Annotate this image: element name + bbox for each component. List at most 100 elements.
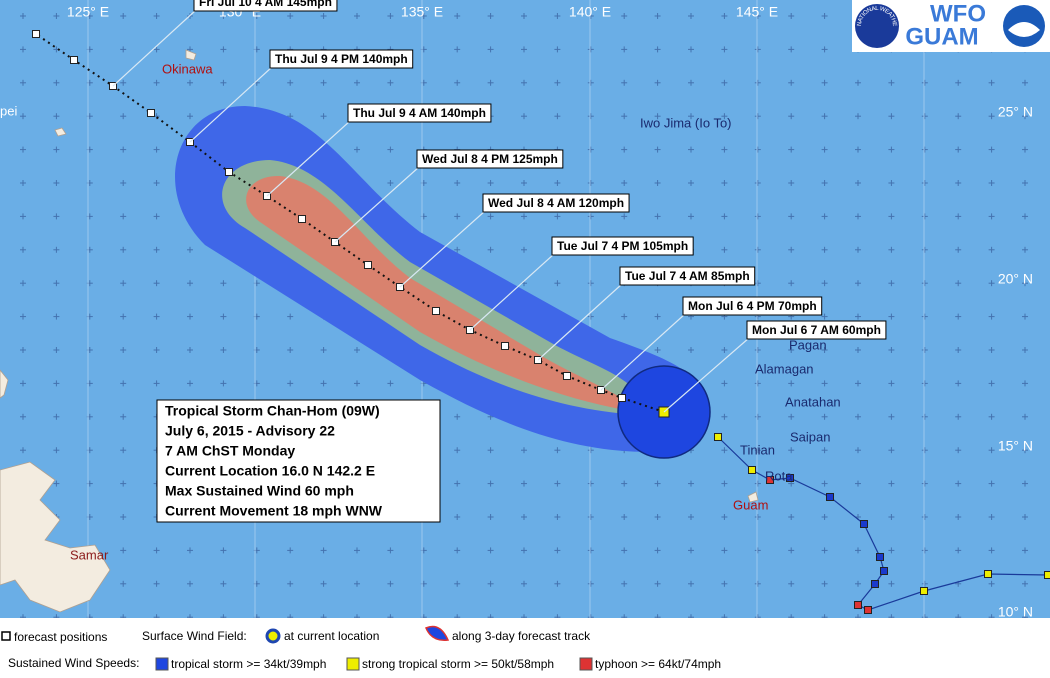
forecast-position [364,261,372,269]
legend-text: strong tropical storm >= 50kt/58mph [362,657,554,671]
past-position [876,553,884,561]
forecast-label: Tue Jul 7 4 AM 85mph [625,269,750,283]
leader-line [334,166,420,243]
legend-icon [425,625,450,641]
place-label: Okinawa [162,61,213,76]
past-position [880,567,888,575]
leader-line [399,210,486,288]
forecast-label-box [682,296,823,316]
forecast-position [32,30,40,38]
place-label: pei [0,103,17,118]
legend-icon [265,628,281,644]
legend-swatch [155,657,169,671]
forecast-label: Mon Jul 6 4 PM 70mph [688,299,817,313]
latitude-label: 10° N [998,604,1033,620]
leader-line [469,253,555,331]
logo-station: GUAM [905,23,978,50]
info-line: Current Location 16.0 N 142.2 E [165,463,375,479]
longitude-label: 150° E [903,4,945,20]
latitude-label: 25° N [998,104,1033,120]
past-position [826,493,834,501]
leader-line [189,66,273,143]
info-line: Tropical Storm Chan-Hom (09W) [165,403,380,419]
longitude-label: 140° E [569,4,611,20]
legend-text: at current location [284,629,379,643]
info-line: Max Sustained Wind 60 mph [165,483,354,499]
forecast-label-box [269,49,414,69]
land [0,49,759,613]
latitude-label: 15° N [998,438,1033,454]
legend-text: along 3-day forecast track [452,629,591,643]
past-position [984,570,992,578]
place-label: Tinian [740,442,775,457]
legend-swatch [579,657,593,671]
legend-swatch [346,657,360,671]
legend-text: Surface Wind Field: [142,629,247,643]
forecast-position [70,56,78,64]
forecast-label: Wed Jul 8 4 AM 120mph [488,196,624,210]
typhoon-wind-field [246,175,625,410]
forecast-label-box [746,320,887,340]
forecast-label: Tue Jul 7 4 PM 105mph [557,239,688,253]
forecast-label: Wed Jul 8 4 PM 125mph [422,152,558,166]
forecast-position [225,168,233,176]
forecast-label: Thu Jul 9 4 PM 140mph [275,52,408,66]
past-position [854,601,862,609]
place-label: Samar [70,547,109,562]
leader-line [663,337,750,413]
forecast-position [563,372,571,380]
leader-line [537,283,623,361]
info-line: Current Movement 18 mph WNW [165,503,383,519]
forecast-position [147,109,155,117]
place-label: Saipan [790,429,830,444]
past-position [920,587,928,595]
forecast-label-box [347,103,492,123]
past-position [748,466,756,474]
legend-text: tropical storm >= 34kt/39mph [171,657,326,671]
place-label: Guam [733,497,768,512]
past-position [860,520,868,528]
past-position [786,474,794,482]
info-line: July 6, 2015 - Advisory 22 [165,423,335,439]
forecast-position [298,215,306,223]
place-label: Anatahan [785,394,841,409]
forecast-label: Thu Jul 9 4 AM 140mph [353,106,486,120]
forecast-position [432,307,440,315]
forecast-label: Fri Jul 10 4 AM 145mph [199,0,332,9]
longitude-label: 125° E [67,4,109,20]
forecast-label-box [416,149,564,169]
noaa-gull [1008,22,1040,37]
place-label: Rota [765,468,793,483]
place-label: Iwo Jima (Io To) [640,115,732,130]
legend-text: typhoon >= 64kt/74mph [595,657,721,671]
leader-line [600,313,686,391]
legend [0,618,1050,678]
legend-text: forecast positions [14,630,107,644]
forecast-position [618,394,626,402]
legend-text: Sustained Wind Speeds: [8,656,139,670]
longitude-label: 145° E [736,4,778,20]
info-line: 7 AM ChST Monday [165,443,295,459]
logo-office: WFO [930,0,986,27]
place-label: Alamagan [755,361,814,376]
leader-line [112,9,197,87]
leader-line [266,120,351,197]
forecast-label-box [551,236,694,256]
past-position [1044,571,1050,579]
nws-badge [855,4,899,48]
latitude-label: 20° N [998,271,1033,287]
place-label: Pagan [789,337,827,352]
forecast-label-box [482,193,630,213]
forecast-label: Mon Jul 6 7 AM 60mph [752,323,881,337]
past-position [766,476,774,484]
legend-swatch [1,631,11,641]
past-position [871,580,879,588]
forecast-position [501,342,509,350]
past-position [864,606,872,614]
forecast-label-box [619,266,756,286]
longitude-label: 135° E [401,4,443,20]
past-position [714,433,722,441]
info-box [156,399,441,523]
